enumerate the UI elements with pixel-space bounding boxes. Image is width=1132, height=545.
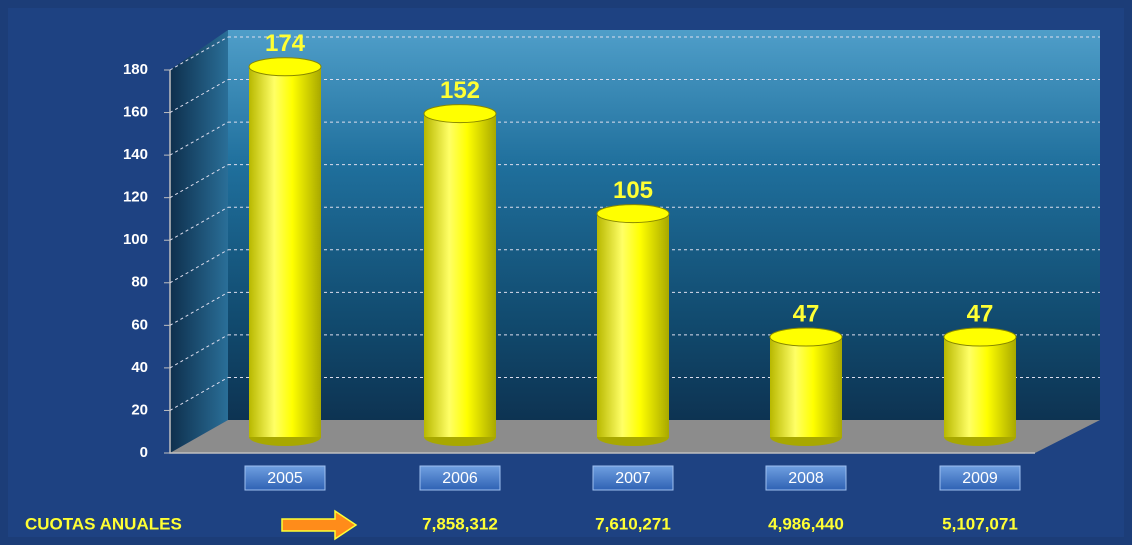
bar-top — [248, 57, 322, 77]
grid-line — [169, 377, 229, 411]
y-tick-label: 140 — [123, 146, 148, 163]
quota-value: 5,107,071 — [942, 514, 1018, 533]
y-tick-label: 160 — [123, 104, 148, 121]
grid-line — [169, 36, 229, 71]
bar-top — [596, 204, 670, 224]
grid-line — [169, 206, 229, 241]
bar — [424, 113, 496, 438]
bar — [597, 213, 669, 437]
value-label: 47 — [793, 300, 820, 327]
y-tick-label: 180 — [123, 61, 148, 78]
category-box — [765, 465, 847, 491]
bar-top — [423, 104, 497, 124]
grid-line — [169, 79, 229, 113]
grid-line — [169, 164, 229, 199]
category-box — [419, 465, 501, 491]
grid-line — [169, 291, 229, 326]
bar-top — [943, 327, 1017, 347]
x-tick-label: 2009 — [962, 470, 998, 487]
bar-top — [769, 327, 843, 347]
y-tick-label: 60 — [131, 316, 148, 333]
y-tick-label: 0 — [140, 444, 148, 461]
x-tick-label: 2007 — [615, 470, 651, 487]
category-box — [592, 465, 674, 491]
value-label: 152 — [440, 77, 480, 104]
category-box — [244, 465, 326, 491]
grid-line — [169, 121, 229, 156]
value-label: 174 — [265, 30, 306, 57]
value-label: 47 — [967, 300, 994, 327]
y-tick-label: 20 — [131, 401, 148, 418]
quota-value: 4,986,440 — [768, 514, 844, 533]
side-wall — [170, 30, 228, 453]
category-box — [939, 465, 1021, 491]
x-tick-label: 2008 — [788, 470, 824, 487]
quota-value: 7,610,271 — [595, 514, 671, 533]
bar — [770, 336, 842, 437]
y-tick-label: 40 — [131, 359, 148, 376]
arrow — [281, 509, 358, 541]
bar — [944, 336, 1016, 437]
grid-line — [169, 249, 229, 284]
quota-value: 7,858,312 — [422, 514, 498, 533]
bar — [249, 66, 321, 438]
x-tick-label: 2006 — [442, 470, 478, 487]
y-tick-label: 120 — [123, 189, 148, 206]
x-tick-label: 2005 — [267, 470, 303, 487]
y-tick-label: 80 — [131, 274, 148, 291]
grid-line — [169, 334, 229, 369]
y-tick-label: 100 — [123, 231, 148, 248]
quota-title: CUOTAS ANUALES — [25, 514, 182, 533]
value-label: 105 — [613, 177, 653, 204]
